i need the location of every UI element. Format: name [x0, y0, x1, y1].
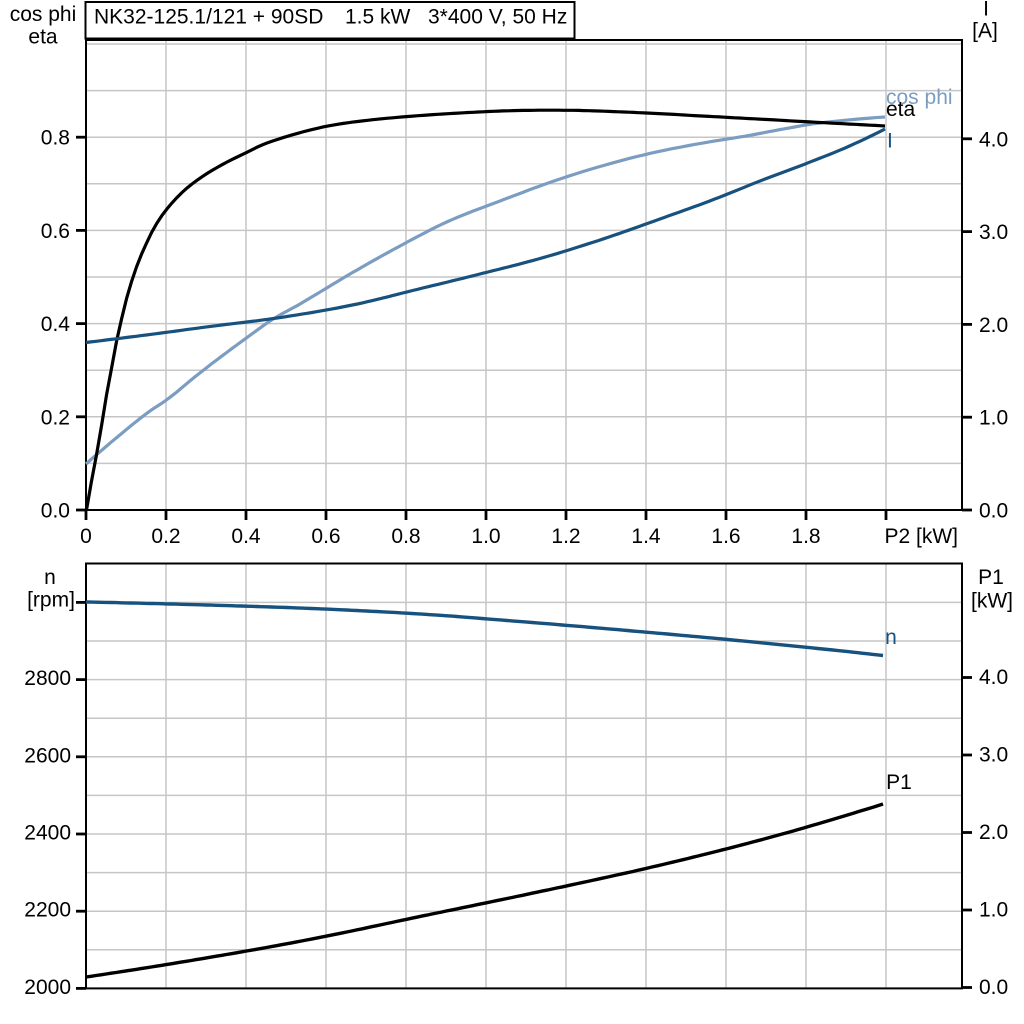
- svg-text:0.0: 0.0: [979, 500, 1008, 523]
- svg-text:0.2: 0.2: [41, 406, 70, 429]
- svg-text:0.6: 0.6: [311, 525, 340, 548]
- svg-text:0.0: 0.0: [41, 500, 70, 523]
- svg-text:P1: P1: [978, 566, 1004, 589]
- svg-text:n: n: [44, 566, 56, 589]
- svg-text:eta: eta: [28, 26, 58, 49]
- svg-text:2200: 2200: [24, 899, 71, 922]
- svg-text:1.4: 1.4: [631, 525, 661, 548]
- svg-text:1.8: 1.8: [791, 525, 820, 548]
- svg-text:1.0: 1.0: [471, 525, 500, 548]
- svg-text:2000: 2000: [24, 976, 71, 999]
- svg-text:[kW]: [kW]: [971, 590, 1013, 613]
- svg-text:NK32-125.1/121 + 90SD: NK32-125.1/121 + 90SD: [94, 6, 323, 29]
- svg-text:[rpm]: [rpm]: [27, 589, 75, 612]
- svg-text:0.8: 0.8: [391, 525, 420, 548]
- svg-text:cos phi: cos phi: [886, 86, 953, 109]
- svg-text:2600: 2600: [24, 744, 71, 767]
- svg-text:P1: P1: [886, 771, 912, 794]
- svg-text:0: 0: [80, 525, 92, 548]
- svg-text:[A]: [A]: [972, 20, 998, 43]
- svg-text:3.0: 3.0: [979, 744, 1008, 767]
- svg-text:0.4: 0.4: [41, 313, 71, 336]
- svg-text:0.6: 0.6: [41, 220, 70, 243]
- svg-text:4.0: 4.0: [979, 128, 1008, 151]
- svg-text:0.2: 0.2: [151, 525, 180, 548]
- svg-text:1.6: 1.6: [711, 525, 740, 548]
- svg-text:n: n: [885, 626, 897, 649]
- svg-text:1.5 kW: 1.5 kW: [345, 6, 411, 29]
- svg-text:0.4: 0.4: [231, 525, 261, 548]
- svg-text:eta: eta: [886, 98, 916, 121]
- svg-text:2800: 2800: [24, 667, 71, 690]
- svg-text:P2 [kW]: P2 [kW]: [884, 525, 958, 548]
- svg-text:2.0: 2.0: [979, 314, 1008, 337]
- svg-text:1.0: 1.0: [979, 407, 1008, 430]
- svg-text:cos phi: cos phi: [10, 3, 77, 26]
- svg-text:0.8: 0.8: [41, 127, 70, 150]
- svg-text:1.2: 1.2: [551, 525, 580, 548]
- svg-text:2.0: 2.0: [979, 821, 1008, 844]
- svg-text:1.0: 1.0: [979, 899, 1008, 922]
- svg-text:4.0: 4.0: [979, 666, 1008, 689]
- svg-text:2400: 2400: [24, 822, 71, 845]
- svg-text:0.0: 0.0: [979, 976, 1008, 999]
- svg-text:3.0: 3.0: [979, 221, 1008, 244]
- svg-text:I: I: [887, 130, 893, 153]
- svg-text:3*400 V, 50 Hz: 3*400 V, 50 Hz: [428, 6, 567, 29]
- svg-text:I: I: [983, 0, 989, 21]
